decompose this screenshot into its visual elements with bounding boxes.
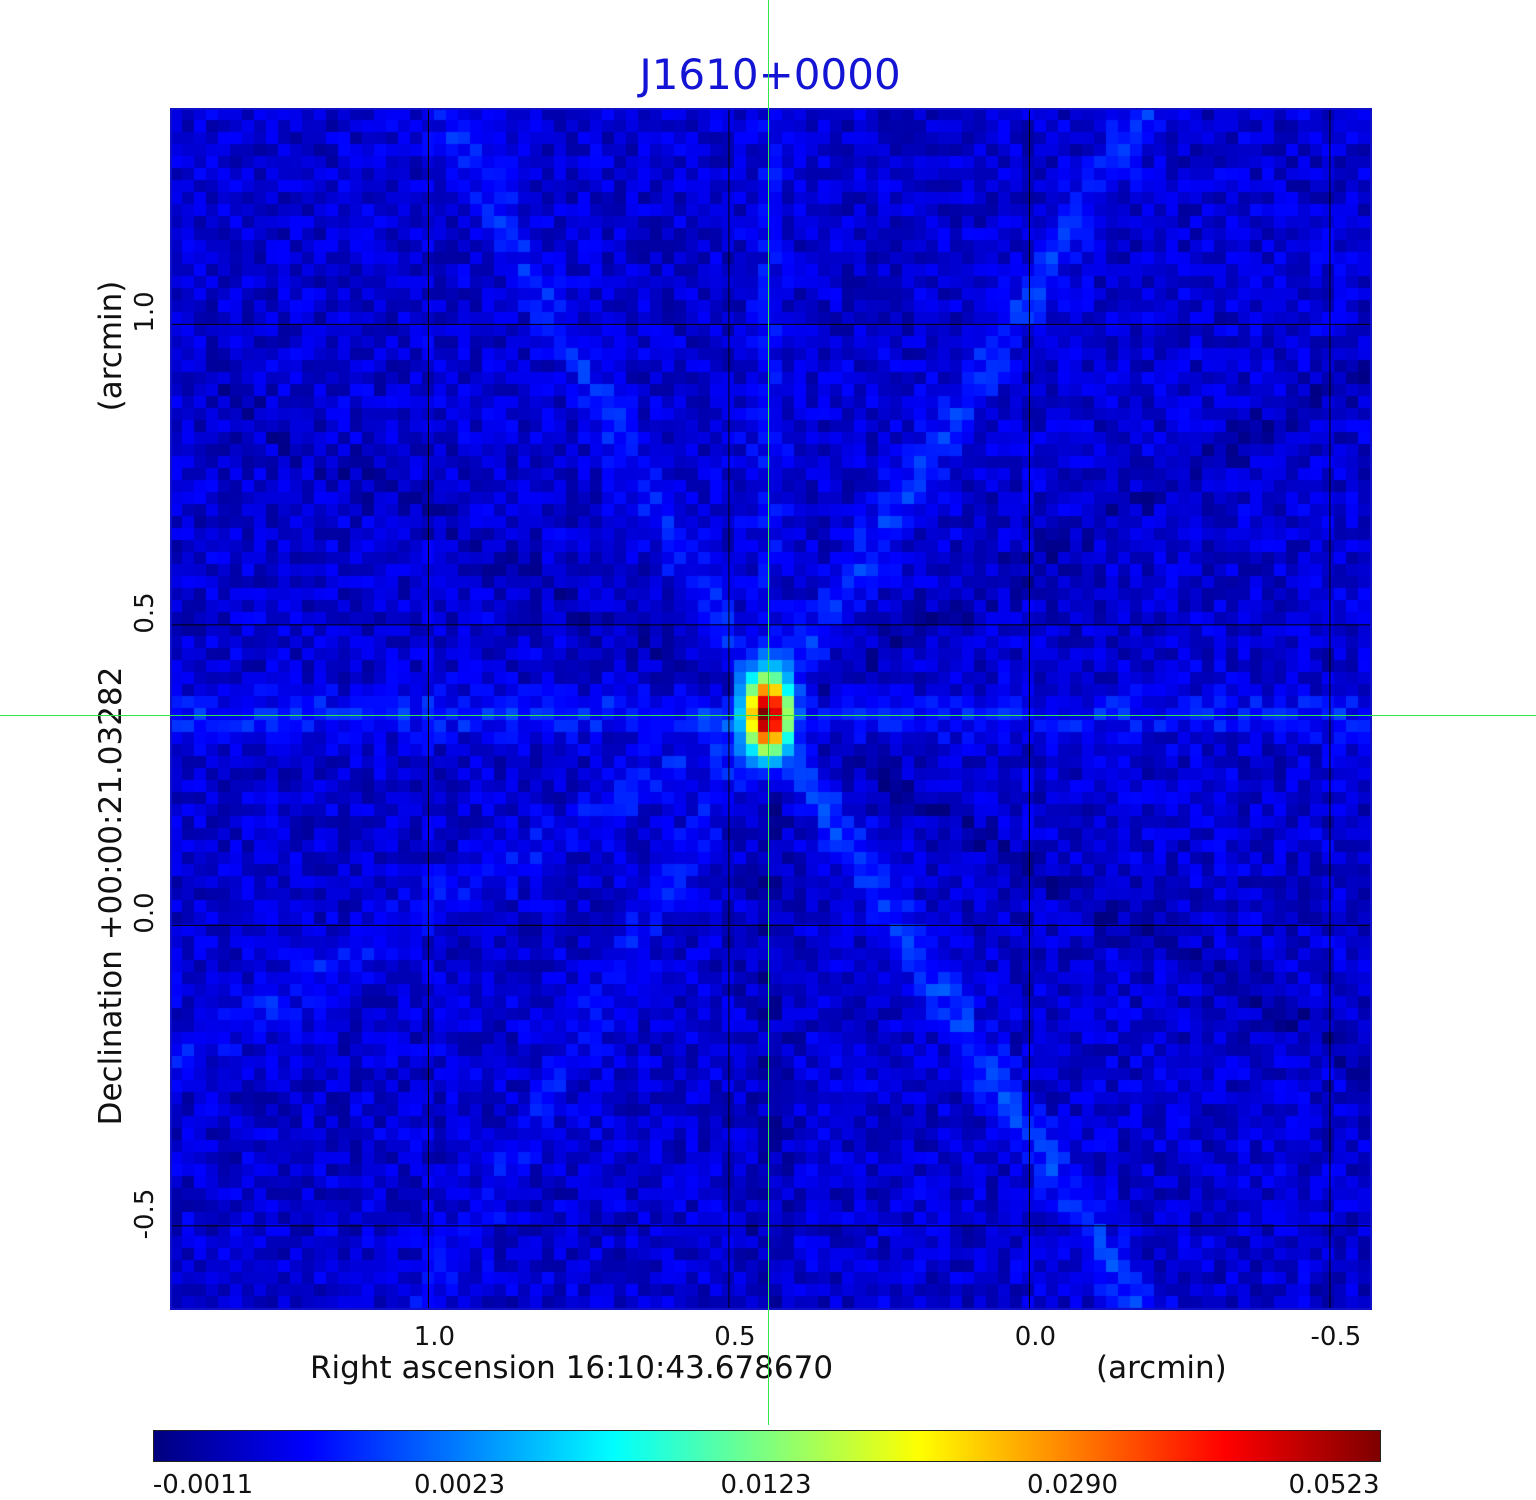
y-tick-label: 1.0: [130, 291, 160, 334]
y-axis-unit: (arcmin): [93, 280, 129, 412]
heatmap-image[interactable]: [170, 108, 1372, 1310]
x-axis-label: Right ascension 16:10:43.678670: [310, 1350, 834, 1386]
x-axis-unit: (arcmin): [1096, 1350, 1227, 1386]
colorbar-tick-label: 0.0023: [414, 1470, 505, 1500]
grid-lines: [170, 108, 1372, 1310]
colorbar-tick-label: 0.0123: [720, 1470, 812, 1500]
colorbar: [153, 1430, 1381, 1462]
plot-title: J1610+0000: [639, 50, 901, 99]
y-tick-label: 0.0: [130, 892, 160, 935]
x-tick-label: 0.0: [1014, 1322, 1057, 1352]
x-tick-label: 0.5: [714, 1322, 756, 1352]
y-tick-label: -0.5: [130, 1188, 160, 1240]
x-tick-label: -0.5: [1310, 1322, 1362, 1352]
y-axis-label: Declination +00:00:21.03282: [93, 666, 129, 1126]
heatmap-canvas: [170, 108, 1372, 1310]
colorbar-tick-label: -0.0011: [152, 1470, 254, 1500]
x-tick-label: 1.0: [413, 1322, 456, 1352]
y-tick-label: 0.5: [130, 592, 160, 634]
colorbar-tick-label: 0.0523: [1288, 1470, 1380, 1500]
colorbar-tick-label: 0.0290: [1027, 1470, 1118, 1500]
